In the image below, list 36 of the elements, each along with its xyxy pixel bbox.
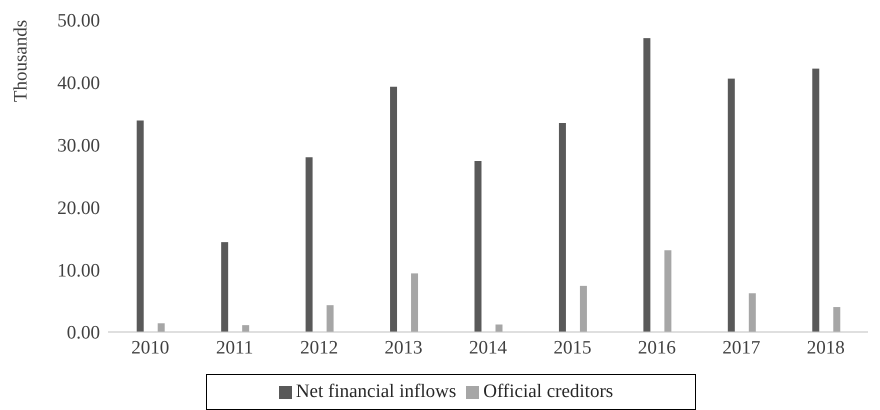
bar <box>390 86 398 332</box>
bar <box>812 68 820 332</box>
bar <box>748 293 756 332</box>
bar <box>664 250 672 332</box>
bar <box>558 122 566 332</box>
x-tick-label: 2016 <box>638 337 676 358</box>
y-tick-label: 0.00 <box>66 322 100 344</box>
x-tick-label: 2018 <box>806 337 845 358</box>
bar <box>411 273 418 332</box>
bar <box>158 323 165 332</box>
bar <box>833 307 840 332</box>
x-tick-label: 2010 <box>131 337 170 358</box>
bar <box>242 325 250 332</box>
y-tick-label: 30.00 <box>57 136 100 157</box>
y-tick-label: 20.00 <box>57 198 100 219</box>
y-tick-label: 10.00 <box>57 260 100 282</box>
x-tick-label: 2011 <box>216 337 254 358</box>
y-tick-label: 40.00 <box>57 73 100 94</box>
y-axis-title: Thousands <box>10 20 32 102</box>
bar <box>580 286 587 332</box>
x-tick-label: 2017 <box>722 337 760 358</box>
bar <box>326 305 334 332</box>
x-tick-label: 2013 <box>384 337 423 358</box>
bar <box>306 157 313 332</box>
bar <box>136 120 144 332</box>
bar <box>643 38 650 332</box>
legend-label: Official creditors <box>483 381 614 402</box>
y-tick-label: 50.00 <box>57 10 100 32</box>
x-tick-label: 2015 <box>553 337 592 358</box>
bar <box>221 242 228 332</box>
legend-label: Net financial inflows <box>296 381 456 402</box>
bar <box>495 324 502 332</box>
bar <box>728 78 735 332</box>
x-tick-label: 2014 <box>469 337 508 358</box>
bar <box>474 161 482 332</box>
x-tick-label: 2012 <box>300 337 338 358</box>
